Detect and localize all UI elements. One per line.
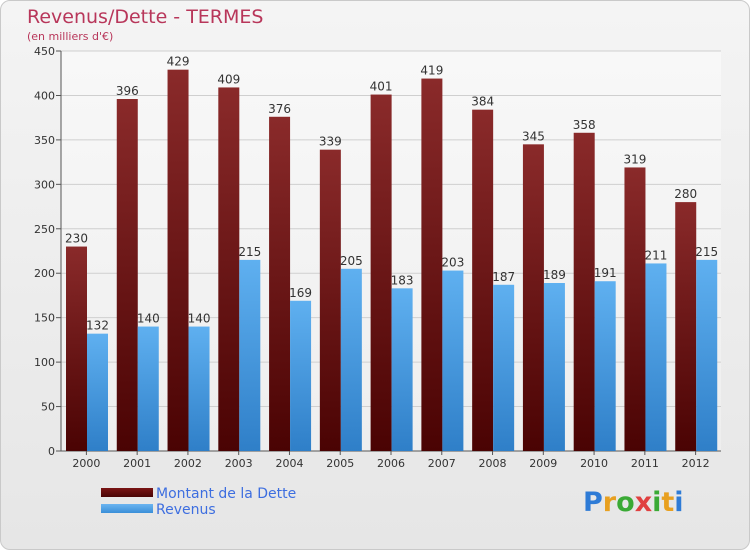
bar-dette-2006 bbox=[370, 94, 392, 452]
logo-letter: r bbox=[602, 487, 617, 518]
legend-swatch-dette bbox=[101, 488, 153, 497]
bar-dette-2000 bbox=[66, 246, 87, 451]
logo-letter: i bbox=[652, 487, 662, 518]
bar-revenus-2003 bbox=[239, 259, 261, 451]
x-tick-label-2003: 2003 bbox=[225, 457, 253, 470]
data-label-revenus-2002: 140 bbox=[188, 312, 211, 326]
y-tick-label: 350 bbox=[34, 134, 55, 147]
y-tick-label: 100 bbox=[34, 356, 55, 369]
y-tick-label: 450 bbox=[34, 45, 55, 58]
logo-letter: x bbox=[634, 487, 653, 518]
legend-item-revenus: Revenus bbox=[101, 503, 296, 517]
chart-title: Revenus/Dette - TERMES bbox=[27, 6, 264, 28]
data-label-revenus-2005: 205 bbox=[340, 254, 363, 268]
bar-revenus-2007 bbox=[442, 270, 464, 451]
bar-dette-2011 bbox=[624, 167, 646, 451]
y-tick-label: 50 bbox=[41, 401, 55, 414]
chart-subtitle: (en milliers d'€) bbox=[27, 30, 114, 43]
legend-label-revenus: Revenus bbox=[156, 502, 216, 518]
data-label-dette-2007: 419 bbox=[420, 64, 443, 78]
bar-dette-2009 bbox=[522, 144, 544, 452]
bar-dette-2008 bbox=[472, 109, 494, 452]
bar-dette-2004 bbox=[269, 116, 291, 452]
logo-letter: o bbox=[616, 487, 635, 518]
x-tick-label-2000: 2000 bbox=[72, 457, 100, 470]
x-tick-label-2009: 2009 bbox=[529, 457, 557, 470]
data-label-dette-2009: 345 bbox=[522, 129, 545, 143]
y-tick-label: 250 bbox=[34, 223, 55, 236]
y-tick-label: 300 bbox=[34, 178, 55, 191]
proxiti-logo: Proxiti bbox=[583, 487, 684, 518]
x-tick-label-2002: 2002 bbox=[174, 457, 202, 470]
y-tick-label: 0 bbox=[48, 445, 55, 458]
bar-revenus-2009 bbox=[543, 283, 565, 451]
bar-dette-2002 bbox=[167, 69, 189, 452]
bar-dette-2012 bbox=[675, 202, 697, 451]
bar-dette-2003 bbox=[218, 87, 240, 451]
legend-item-dette: Montant de la Dette bbox=[101, 487, 296, 501]
data-label-revenus-2011: 211 bbox=[645, 248, 668, 262]
y-tick-label: 200 bbox=[34, 267, 55, 280]
legend-label-dette: Montant de la Dette bbox=[156, 486, 297, 502]
bar-revenus-2001 bbox=[137, 326, 159, 451]
bar-dette-2010 bbox=[573, 132, 595, 451]
data-label-revenus-2004: 169 bbox=[289, 286, 312, 300]
bar-revenus-2004 bbox=[290, 300, 312, 451]
data-label-dette-2005: 339 bbox=[319, 135, 342, 149]
bar-revenus-2008 bbox=[493, 284, 515, 451]
x-tick-label-2010: 2010 bbox=[580, 457, 608, 470]
bar-revenus-2012 bbox=[696, 259, 718, 451]
logo-letter: P bbox=[583, 487, 603, 518]
data-label-dette-2006: 401 bbox=[370, 80, 393, 94]
data-label-dette-2001: 396 bbox=[116, 84, 139, 98]
bar-dette-2005 bbox=[319, 149, 341, 451]
data-label-revenus-2000: 132 bbox=[86, 319, 109, 333]
legend: Montant de la Dette Revenus bbox=[101, 487, 296, 519]
data-label-revenus-2012: 215 bbox=[695, 245, 718, 259]
data-label-revenus-2003: 215 bbox=[238, 245, 261, 259]
data-label-dette-2008: 384 bbox=[471, 95, 494, 109]
bar-revenus-2000 bbox=[87, 333, 108, 451]
x-tick-label-2011: 2011 bbox=[631, 457, 659, 470]
data-label-dette-2000: 230 bbox=[65, 232, 88, 246]
x-tick-label-2004: 2004 bbox=[275, 457, 303, 470]
logo-letter: t bbox=[661, 487, 675, 518]
x-tick-label-2001: 2001 bbox=[123, 457, 151, 470]
data-label-dette-2002: 429 bbox=[167, 55, 190, 69]
data-label-dette-2012: 280 bbox=[674, 187, 697, 201]
bar-dette-2001 bbox=[116, 99, 138, 451]
x-tick-label-2007: 2007 bbox=[428, 457, 456, 470]
data-label-revenus-2010: 191 bbox=[594, 266, 617, 280]
y-tick-label: 150 bbox=[34, 312, 55, 325]
data-label-dette-2011: 319 bbox=[624, 152, 647, 166]
data-label-revenus-2001: 140 bbox=[137, 312, 160, 326]
y-tick-label: 400 bbox=[34, 89, 55, 102]
x-tick-label-2005: 2005 bbox=[326, 457, 354, 470]
bar-dette-2007 bbox=[421, 78, 443, 452]
data-label-revenus-2009: 189 bbox=[543, 268, 566, 282]
bar-revenus-2006 bbox=[391, 288, 413, 451]
data-label-revenus-2007: 203 bbox=[441, 256, 464, 270]
data-label-dette-2010: 358 bbox=[573, 118, 596, 132]
x-tick-label-2008: 2008 bbox=[479, 457, 507, 470]
logo-letter: i bbox=[674, 487, 684, 518]
bar-revenus-2005 bbox=[340, 268, 362, 451]
x-tick-label-2012: 2012 bbox=[682, 457, 710, 470]
legend-swatch-revenus bbox=[101, 504, 153, 513]
data-label-revenus-2006: 183 bbox=[391, 273, 414, 287]
bar-revenus-2011 bbox=[645, 263, 667, 451]
x-tick-label-2006: 2006 bbox=[377, 457, 405, 470]
data-label-dette-2003: 409 bbox=[217, 72, 240, 86]
bar-revenus-2002 bbox=[188, 326, 210, 451]
data-label-revenus-2008: 187 bbox=[492, 270, 515, 284]
bar-revenus-2010 bbox=[594, 281, 616, 451]
data-label-dette-2004: 376 bbox=[268, 102, 291, 116]
